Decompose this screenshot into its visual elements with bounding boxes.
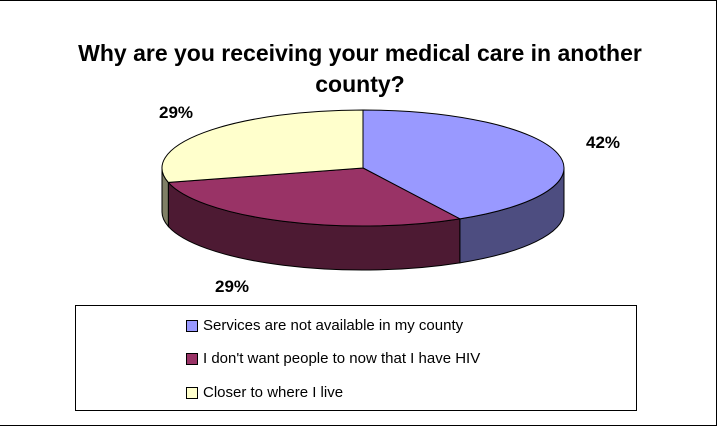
slice-top-2 bbox=[167, 167, 462, 227]
legend-item-1: Services are not available in my county bbox=[186, 317, 463, 334]
legend-label: Closer to where I live bbox=[203, 384, 344, 401]
data-label-1: 42% bbox=[586, 133, 620, 152]
legend-item-2: I don't want people to now that I have H… bbox=[186, 350, 480, 367]
chart-title: Why are you receiving your medical care … bbox=[78, 40, 642, 97]
legend: Services are not available in my county I… bbox=[75, 305, 637, 411]
data-label-2: 29% bbox=[215, 277, 249, 296]
slice-top-1 bbox=[362, 109, 565, 220]
legend-swatch bbox=[186, 386, 198, 399]
legend-swatch bbox=[186, 319, 198, 332]
data-label-3: 29% bbox=[159, 103, 193, 122]
legend-label: I don't want people to now that I have H… bbox=[203, 350, 481, 367]
legend-swatch bbox=[186, 352, 198, 365]
legend-label: Services are not available in my county bbox=[203, 317, 464, 334]
legend-item-3: Closer to where I live bbox=[186, 384, 343, 401]
slice-top-3 bbox=[161, 109, 364, 183]
